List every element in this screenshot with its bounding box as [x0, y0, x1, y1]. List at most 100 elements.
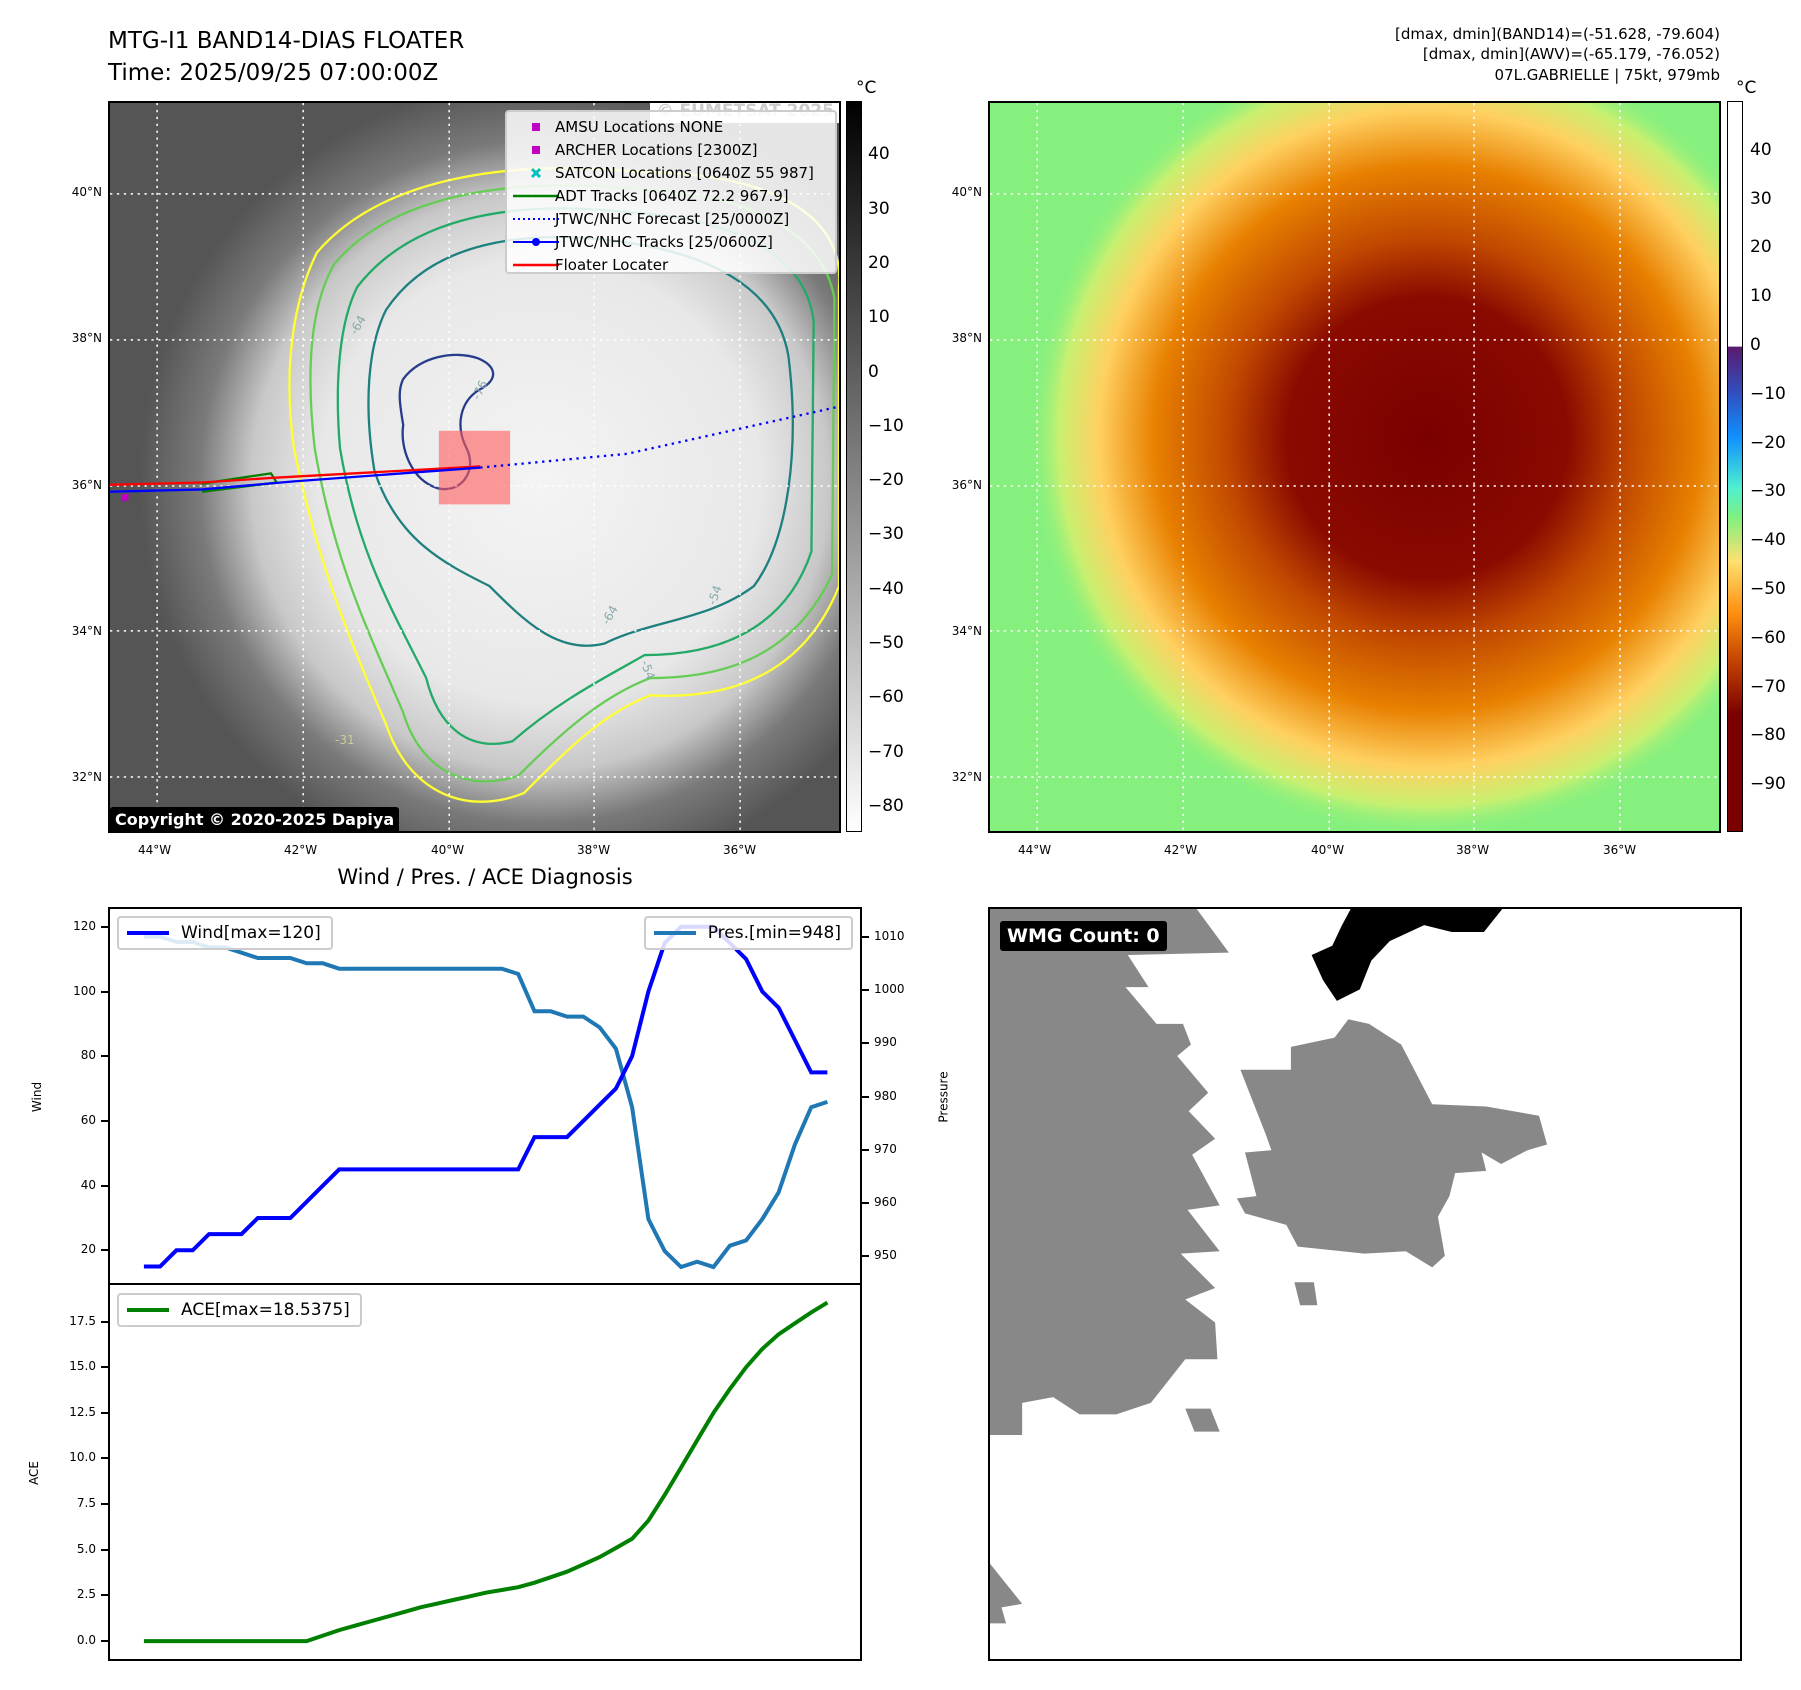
legend-marker-line-dot-icon	[513, 238, 559, 246]
y-tick-label: 17.5	[69, 1313, 96, 1328]
y-tick-label: 990	[874, 1035, 897, 1050]
y-tick-label: 80	[80, 1048, 96, 1063]
map-legend: AMSU Locations NONE ARCHER Locations [230…	[505, 110, 837, 274]
colorbar-tick-label: −20	[1750, 432, 1786, 453]
y-tick-mark	[101, 1548, 108, 1551]
legend-item: AMSU Locations NONE	[507, 116, 835, 138]
ace-plot	[143, 1300, 829, 1644]
band14-stats: [dmax, dmin](BAND14)=(-51.628, -79.604)	[1395, 25, 1720, 43]
colorbar-unit: °C	[856, 78, 877, 98]
awv-stats: [dmax, dmin](AWV)=(-65.179, -76.052)	[1422, 45, 1720, 63]
y-tick-label: 5.0	[76, 1541, 96, 1556]
lon-label-right: 36°W	[1603, 843, 1637, 857]
wind-legend-swatch	[127, 931, 169, 935]
colorbar-tick-label: −30	[868, 524, 904, 545]
y-tick-label: 60	[80, 1112, 96, 1127]
colorbar-tick-label: −50	[1750, 578, 1786, 599]
floater-locater-track	[110, 465, 481, 486]
y-tick-mark	[101, 1184, 108, 1187]
y-tick-mark	[101, 1249, 108, 1252]
lat-label-right: 40°N	[951, 185, 982, 199]
colorbar-tick-label: −10	[1750, 383, 1786, 404]
pressure-legend-swatch	[653, 931, 696, 935]
wind-axis-label: Wind	[30, 1081, 45, 1113]
wmg-panel: WMG Count: 0	[988, 907, 1742, 1661]
legend-item-label: ADT Tracks [0640Z 72.2 967.9]	[555, 187, 789, 205]
legend-marker-dotted-icon	[513, 218, 559, 220]
figure-time: Time: 2025/09/25 07:00:00Z	[108, 60, 439, 86]
ace-axis-label: ACE	[26, 1461, 41, 1485]
ace-legend: ACE[max=18.5375]	[117, 1293, 362, 1327]
pressure-legend: Pres.[min=948]	[643, 916, 853, 950]
colorbar-tick-label: 40	[1750, 139, 1772, 160]
y-tick-mark	[101, 1119, 108, 1122]
colorbar-tick-label: 0	[868, 361, 879, 382]
wmg-count-label: WMG Count: 0	[1000, 921, 1167, 951]
wmg-mask	[990, 909, 1548, 1624]
colorbar-tick-label: −40	[868, 578, 904, 599]
legend-item-label: JTWC/NHC Forecast [25/0000Z]	[555, 210, 790, 228]
colorbar-tick-label: −70	[1750, 676, 1786, 697]
y-tick-label: 15.0	[69, 1359, 96, 1374]
chart-title: Wind / Pres. / ACE Diagnosis	[337, 865, 633, 889]
y-tick-mark	[101, 1320, 108, 1323]
lat-label-right: 36°N	[951, 478, 982, 492]
lon-label-left: 42°W	[284, 843, 318, 857]
wind-pressure-chart: Wind[max=120] Pres.[min=948]	[108, 907, 862, 1285]
copyright-label: Copyright © 2020-2025 Dapiya	[110, 807, 400, 831]
ir-map-panel: -64 -76 -54 -64 -31 -54 © EUMETSAT 2025 …	[108, 101, 841, 833]
colorbar-tick-label: 10	[868, 307, 890, 328]
colorbar-tick-label: −60	[868, 687, 904, 708]
lon-label-right: 42°W	[1164, 843, 1198, 857]
y-tick-label: 980	[874, 1088, 897, 1103]
lat-label-left: 36°N	[71, 478, 102, 492]
y-tick-label: 2.5	[76, 1587, 96, 1602]
wmg-gray-regions	[990, 909, 1548, 1624]
legend-marker-square-icon	[532, 146, 540, 154]
colorbar-tick-label: 10	[1750, 286, 1772, 307]
lon-label-right: 38°W	[1456, 843, 1490, 857]
legend-item-label: Floater Locater	[555, 256, 669, 274]
storm-info: 07L.GABRIELLE | 75kt, 979mb	[1494, 66, 1720, 84]
lat-label-left: 34°N	[71, 624, 102, 638]
y-tick-mark	[101, 925, 108, 928]
y-tick-mark	[101, 1411, 108, 1414]
gridlines	[990, 103, 1719, 831]
ir-colorbar	[846, 101, 862, 832]
legend-item: JTWC/NHC Forecast [25/0000Z]	[507, 208, 835, 230]
y-tick-label: 970	[874, 1141, 897, 1156]
legend-marker-line-icon	[513, 194, 559, 198]
colorbar-tick-label: 30	[868, 198, 890, 219]
y-tick-label: 950	[874, 1248, 897, 1263]
y-tick-mark	[101, 990, 108, 993]
legend-marker-square-icon	[532, 123, 540, 131]
y-tick-mark	[862, 988, 869, 991]
colorbar-tick-label: 40	[868, 144, 890, 165]
colorbar-tick-label: 20	[1750, 237, 1772, 258]
lon-label-right: 40°W	[1311, 843, 1345, 857]
archer-marker	[121, 494, 129, 501]
colorbar-tick-label: −60	[1750, 627, 1786, 648]
colorbar-unit: °C	[1736, 78, 1757, 98]
y-tick-label: 100	[73, 983, 96, 998]
figure-title: MTG-I1 BAND14-DIAS FLOATER	[108, 28, 465, 54]
legend-marker-x-icon	[530, 167, 542, 179]
pressure-axis-label: Pressure	[936, 1071, 951, 1123]
colorbar-tick-label: 0	[1750, 334, 1761, 355]
legend-marker-line-icon	[513, 263, 559, 267]
y-tick-mark	[862, 1202, 869, 1205]
lat-label-right: 32°N	[951, 770, 982, 784]
legend-item-label: JTWC/NHC Tracks [25/0600Z]	[555, 233, 773, 251]
colorbar-tick-label: 20	[868, 252, 890, 273]
y-tick-label: 1010	[874, 928, 905, 943]
awv-colorbar	[1727, 101, 1743, 832]
y-tick-mark	[101, 1457, 108, 1460]
y-tick-mark	[101, 1055, 108, 1058]
legend-item-label: SATCON Locations [0640Z 55 987]	[555, 164, 814, 182]
colorbar-tick-label: −20	[868, 470, 904, 491]
y-tick-label: 120	[73, 918, 96, 933]
y-tick-label: 0.0	[76, 1633, 96, 1648]
pressure-legend-label: Pres.[min=948]	[707, 923, 841, 943]
colorbar-tick-label: −70	[868, 741, 904, 762]
